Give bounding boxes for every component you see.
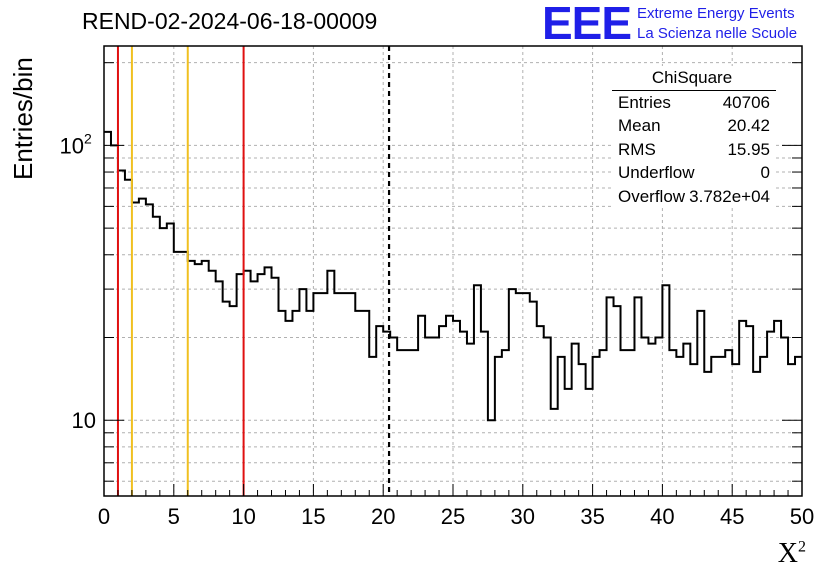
x-tick-label: 20 — [371, 504, 395, 529]
chart-title: REND-02-2024-06-18-00009 — [82, 8, 378, 34]
x-tick-label: 40 — [650, 504, 674, 529]
stats-row-mean: Mean 20.42 — [612, 114, 776, 138]
logo-line-2: La Scienza nelle Scuole — [637, 25, 798, 42]
x-axis-label-sup: 2 — [798, 538, 806, 556]
stats-value: 20.42 — [727, 116, 770, 135]
x-axis-label-text: X — [777, 538, 798, 569]
logo-caption: Extreme Energy Events La Scienza nelle S… — [637, 4, 797, 44]
x-tick-label: 45 — [720, 504, 744, 529]
y-tick-label: 10 — [72, 408, 96, 433]
x-tick-label: 10 — [231, 504, 255, 529]
stats-row-entries: Entries 40706 — [612, 91, 776, 115]
x-tick-label: 25 — [441, 504, 465, 529]
x-tick-label: 0 — [98, 504, 110, 529]
stats-box: ChiSquare Entries 40706 Mean 20.42 RMS 15.9… — [612, 66, 776, 208]
stats-title: ChiSquare — [612, 66, 776, 91]
stats-value: 40706 — [722, 92, 770, 112]
y-tick-label: 10 — [60, 133, 84, 158]
stats-label: RMS — [618, 139, 656, 159]
x-tick-label: 35 — [580, 504, 604, 529]
stats-label: Overflow — [618, 186, 686, 206]
stats-label: Mean — [618, 116, 661, 135]
stats-value: 15.95 — [727, 139, 770, 159]
logo-line-1: Extreme Energy Events — [637, 5, 795, 22]
stats-row-rms: RMS 15.95 — [612, 138, 776, 162]
x-tick-label: 50 — [790, 504, 814, 529]
x-tick-label: 30 — [511, 504, 535, 529]
histogram-series — [104, 130, 802, 422]
y-tick-label-exponent: 2 — [84, 130, 92, 146]
stats-value: 0 — [760, 163, 770, 182]
x-tick-label: 5 — [168, 504, 180, 529]
stats-label: Entries — [618, 92, 671, 112]
x-axis-label: X2 — [778, 538, 806, 570]
stats-label: Underflow — [618, 163, 695, 182]
y-axis-label: Entries/bin — [8, 57, 38, 180]
stats-row-overflow: Overflow 3.782e+04 — [612, 185, 776, 209]
stats-row-underflow: Underflow 0 — [612, 161, 776, 185]
stats-value: 3.782e+04 — [689, 186, 770, 206]
eee-logo: EEE — [542, 0, 632, 49]
x-tick-label: 15 — [301, 504, 325, 529]
